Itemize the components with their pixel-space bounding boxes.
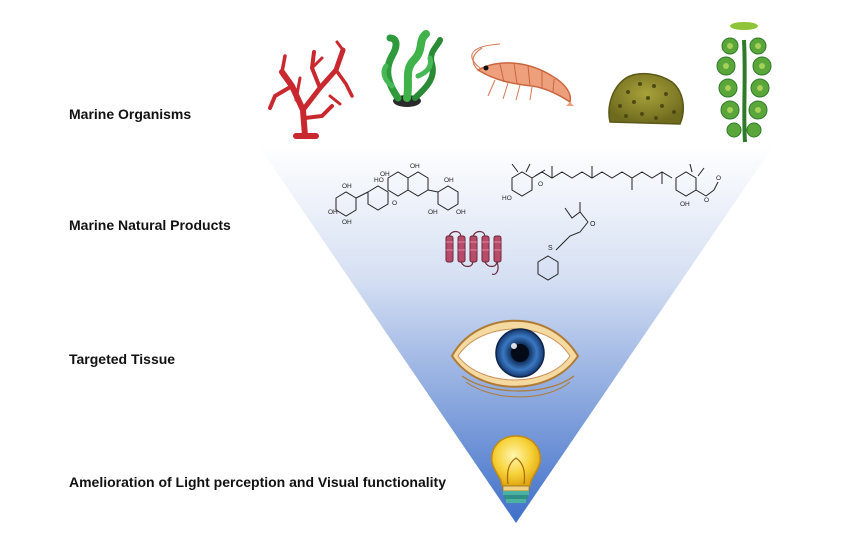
chem-label-o: O — [590, 221, 596, 228]
phlorotannin-structure-icon: OH OH HO OH OH OH OH OH OH O — [328, 163, 466, 226]
row-label-light-perception-outcome: Amelioration of Light perception and Vis… — [69, 474, 446, 490]
row-label-targeted-tissue: Targeted Tissue — [69, 351, 176, 367]
chem-label-oh: OH — [680, 201, 690, 208]
row-label-marine-organisms: Marine Organisms — [69, 106, 192, 122]
eye-icon — [450, 319, 580, 398]
chem-label-oh: OH — [342, 183, 352, 190]
sulfur-compound-structure-icon: O S — [537, 202, 596, 281]
row-label-marine-natural-products: Marine Natural Products — [69, 217, 231, 233]
chem-label-s: S — [548, 245, 553, 252]
chem-label-o: O — [538, 181, 543, 188]
krill-icon — [471, 43, 574, 106]
chem-label-ho: HO — [374, 177, 384, 184]
light-bulb-icon — [491, 435, 541, 503]
chem-label-o: O — [704, 197, 709, 204]
chem-label-oh: OH — [380, 171, 390, 178]
chem-label-oh: OH — [456, 209, 466, 216]
peptide-helix-icon — [445, 230, 502, 275]
red-coral-icon — [268, 40, 354, 139]
green-alga-icon — [716, 22, 772, 143]
chem-label-o: O — [392, 200, 397, 207]
chem-label-oh: OH — [444, 177, 454, 184]
chem-label-oh: OH — [342, 219, 352, 226]
chem-label-oh: OH — [410, 163, 420, 170]
chem-label-oh: OH — [328, 209, 338, 216]
sponge-icon — [608, 72, 685, 125]
green-seaweed-icon — [381, 30, 443, 107]
chem-label-ho: HO — [502, 195, 512, 202]
chem-label-o: O — [716, 175, 721, 182]
carotenoid-structure-icon: HO OH O O O — [502, 163, 721, 208]
chem-label-oh: OH — [428, 209, 438, 216]
